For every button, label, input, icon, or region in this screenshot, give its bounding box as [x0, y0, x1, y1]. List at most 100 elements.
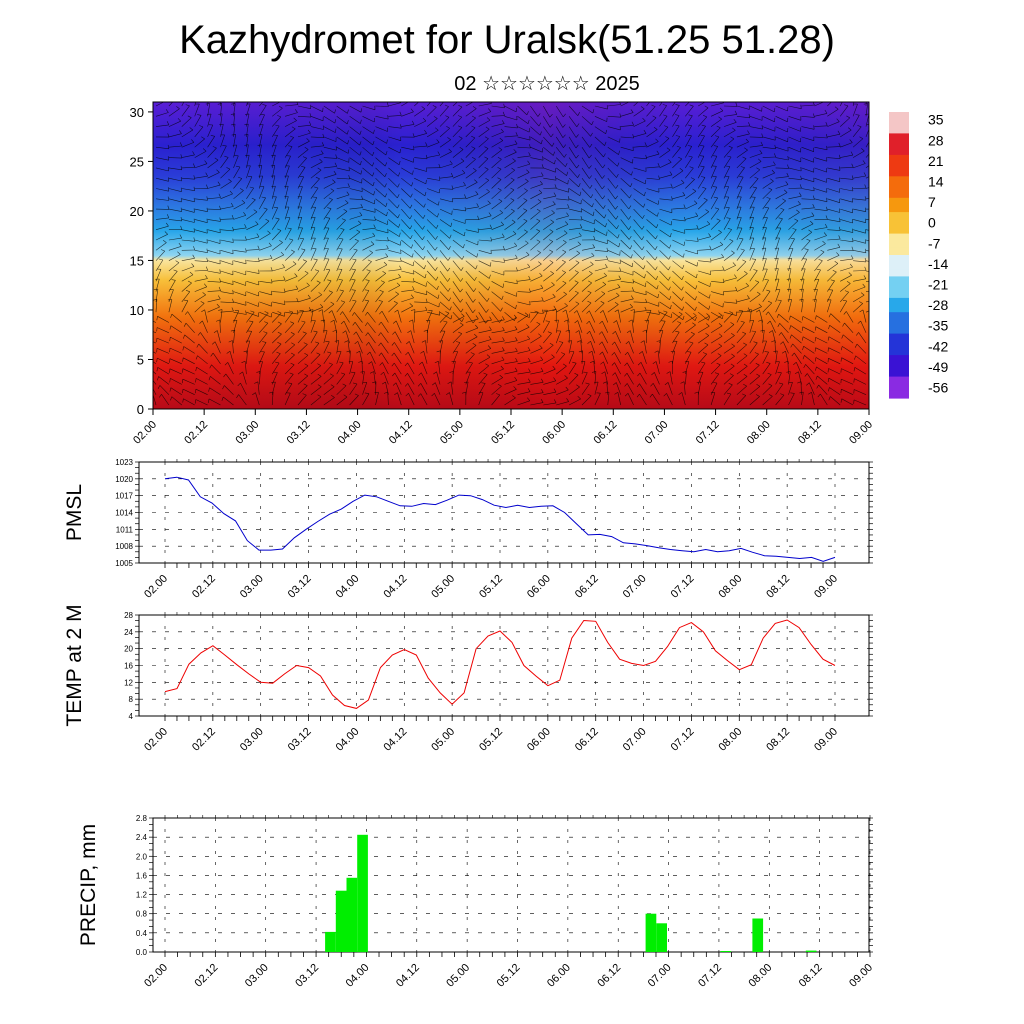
wind-barb-flag [551, 210, 555, 214]
wind-barb [736, 141, 749, 148]
wind-barb [543, 251, 554, 261]
wind-barb [594, 208, 605, 219]
wind-barb-flag [876, 181, 878, 184]
wind-barb [375, 105, 389, 107]
pmsl-x-tick-label: 03.00 [238, 573, 266, 601]
wind-barb [659, 250, 670, 260]
wind-barb-flag [864, 266, 867, 271]
wind-barb [749, 281, 760, 292]
wind-barb-flag [875, 304, 878, 307]
wind-barb-flag [664, 125, 669, 128]
wind-barb [388, 177, 398, 188]
wind-barb-flag [486, 117, 491, 121]
wind-barb [788, 268, 792, 282]
wind-barb-flag [739, 237, 744, 240]
wind-barb [594, 157, 603, 169]
wind-barb [271, 382, 276, 395]
wind-barb-flag [487, 345, 492, 349]
wind-barb [802, 336, 815, 344]
wind-barb-flag [523, 218, 528, 222]
wind-barb-flag [289, 238, 294, 241]
wind-barb [491, 340, 505, 344]
wind-barb-flag [396, 282, 401, 286]
wind-barb-flag [470, 352, 475, 355]
pmsl-x-tick-label: 07.00 [621, 573, 649, 601]
wind-barb [284, 383, 293, 395]
wind-barb [620, 306, 633, 313]
wind-barb [259, 245, 272, 251]
wind-barb-flag [630, 98, 633, 101]
wind-barb [375, 116, 389, 120]
wind-barb-flag [743, 383, 747, 387]
wind-barb-flag [565, 162, 568, 167]
wind-barb-flag [631, 171, 633, 176]
wind-barb-flag [794, 218, 799, 222]
wind-barb-flag [167, 144, 170, 149]
wind-barb-flag [578, 350, 583, 353]
pmsl-x-tick-label: 04.12 [381, 573, 409, 601]
precip-bar [720, 951, 732, 952]
wind-barb-flag [605, 129, 607, 134]
wind-barb-flag [158, 258, 163, 261]
wind-barb-flag [600, 301, 605, 304]
heatmap-x-tick-label: 03.12 [285, 419, 313, 447]
wind-barb [323, 190, 335, 200]
wind-barb-flag [329, 373, 334, 377]
wind-barb-flag [461, 313, 465, 317]
wind-barb-flag [380, 280, 385, 283]
wind-barb [841, 398, 854, 406]
wind-barb-flag [514, 367, 518, 372]
wind-barb [426, 320, 431, 333]
wind-barb-flag [483, 372, 488, 375]
wind-barb [168, 262, 180, 272]
wind-barb-flag [526, 111, 529, 116]
wind-barb [627, 393, 634, 406]
wind-barb-flag [785, 181, 789, 185]
wind-barb [790, 325, 802, 334]
wind-barb [865, 103, 868, 117]
wind-barb [426, 281, 438, 290]
wind-barb-flag [799, 288, 804, 291]
wind-barb [478, 138, 489, 148]
wind-barb [620, 112, 634, 117]
wind-barb [620, 102, 630, 107]
wind-barb [194, 239, 208, 244]
wind-barb-flag [549, 124, 553, 128]
wind-barb [517, 326, 530, 334]
wind-barb [504, 291, 517, 297]
wind-barb-flag [743, 353, 748, 356]
wind-barb [567, 319, 570, 333]
wind-barb-flag [510, 187, 515, 191]
wind-barb-flag [827, 368, 829, 373]
wind-barb-flag [205, 172, 208, 177]
wind-barb [646, 301, 659, 307]
wind-barb [284, 155, 291, 169]
wind-barb [698, 102, 706, 107]
colorbar-label: -21 [928, 277, 948, 293]
wind-barb-flag [693, 200, 698, 204]
wind-barb-flag [343, 394, 348, 398]
wind-barb-flag [203, 283, 208, 287]
wind-barb [646, 229, 656, 240]
wind-barb [349, 198, 363, 200]
wind-barb-flag [587, 393, 592, 397]
wind-barb [285, 112, 298, 117]
wind-barb [465, 353, 475, 365]
wind-barb [223, 396, 234, 406]
wind-barb [259, 102, 264, 107]
wind-barb-flag [598, 341, 603, 345]
wind-barb [530, 382, 544, 385]
wind-barb [530, 252, 541, 261]
wind-barb [829, 387, 841, 395]
wind-barb [284, 354, 295, 365]
wind-barb [762, 237, 767, 251]
wind-barb [697, 362, 706, 375]
wind-barb [259, 197, 266, 210]
wind-barb [827, 219, 841, 223]
wind-barb [852, 150, 865, 158]
wind-barb-flag [409, 303, 414, 307]
wind-barb-flag [471, 135, 476, 139]
wind-barb [530, 347, 543, 354]
wind-barb-flag [742, 156, 747, 159]
wind-barb-flag [529, 288, 531, 293]
